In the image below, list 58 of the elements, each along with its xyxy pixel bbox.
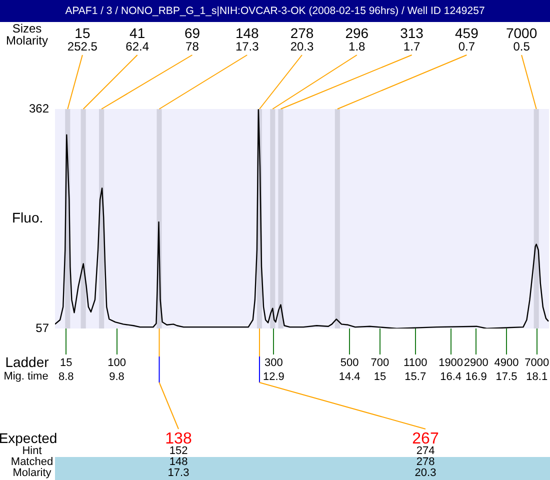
x-tick-label: 16.9 bbox=[465, 371, 487, 384]
text: Expected bbox=[0, 430, 58, 446]
y-tick-label: 57 bbox=[36, 320, 50, 335]
chart-title: APAF1 / 3 / NONO_RBP_G_1_s|NIH:OVCAR-3-OK (2008-02-15 96hrs) / Well ID 1249257 bbox=[0, 0, 550, 22]
y-tick-label: 362 bbox=[28, 101, 50, 116]
text: 1100 bbox=[404, 357, 428, 370]
band-label: 278 bbox=[290, 24, 314, 41]
x-tick-label: 15 bbox=[374, 371, 386, 384]
band-label: 69 bbox=[184, 24, 200, 41]
text: 700 bbox=[370, 357, 390, 370]
text: 152 bbox=[169, 445, 188, 458]
annotation: 62.4 bbox=[126, 39, 150, 54]
annotation: 78 bbox=[186, 39, 200, 54]
annotation: 252.5 bbox=[67, 39, 98, 54]
text: 267 bbox=[412, 430, 439, 448]
y-axis-title: Fluo. bbox=[12, 210, 44, 226]
text: 1900 bbox=[438, 357, 464, 370]
text: Ladder bbox=[5, 354, 50, 370]
band-label: 7000 bbox=[506, 24, 538, 41]
x-tick-label: 8.8 bbox=[58, 371, 74, 384]
text: Molarity bbox=[12, 467, 52, 480]
text: Molarity bbox=[6, 33, 48, 48]
x-tick-label: 12.9 bbox=[262, 371, 284, 384]
text: 2900 bbox=[464, 357, 488, 370]
x-tick-label: 9.8 bbox=[109, 371, 124, 384]
band-label: 296 bbox=[345, 24, 369, 41]
text: 148 bbox=[169, 456, 188, 468]
x-tick-label: 17.5 bbox=[496, 371, 518, 384]
text: 4900 bbox=[494, 357, 519, 370]
band-label: 148 bbox=[235, 24, 260, 41]
text: 100 bbox=[108, 357, 126, 370]
annotation: 20.3 bbox=[290, 39, 314, 54]
text: Sizes bbox=[12, 21, 42, 36]
annotation: 17.3 bbox=[235, 39, 260, 54]
band-label: 15 bbox=[74, 24, 90, 41]
text: 15 bbox=[60, 357, 72, 370]
x-tick-label: 14.4 bbox=[338, 371, 360, 384]
text: Matched bbox=[10, 456, 54, 468]
annotation: 1.8 bbox=[348, 39, 366, 54]
text: 20.3 bbox=[414, 467, 436, 480]
band-label: 41 bbox=[130, 24, 146, 41]
band-label: 459 bbox=[454, 24, 479, 41]
band-label: 313 bbox=[400, 24, 424, 41]
x-tick-label: 16.4 bbox=[440, 371, 462, 384]
annotation: 0.7 bbox=[458, 39, 476, 54]
text: 300 bbox=[264, 357, 283, 370]
text: 274 bbox=[416, 445, 435, 458]
text: 278 bbox=[416, 456, 435, 468]
text: 17.3 bbox=[168, 467, 190, 480]
x-tick-label: 15.7 bbox=[404, 371, 426, 384]
annotation: 0.5 bbox=[513, 39, 530, 54]
text: 500 bbox=[340, 357, 359, 370]
x-axis-title: Mig. time bbox=[4, 370, 48, 383]
annotation: 1.7 bbox=[403, 39, 420, 54]
text: 138 bbox=[165, 430, 192, 448]
text: Hint bbox=[22, 445, 42, 458]
text: 7000 bbox=[524, 357, 550, 370]
x-tick-label: 18.1 bbox=[526, 371, 548, 384]
